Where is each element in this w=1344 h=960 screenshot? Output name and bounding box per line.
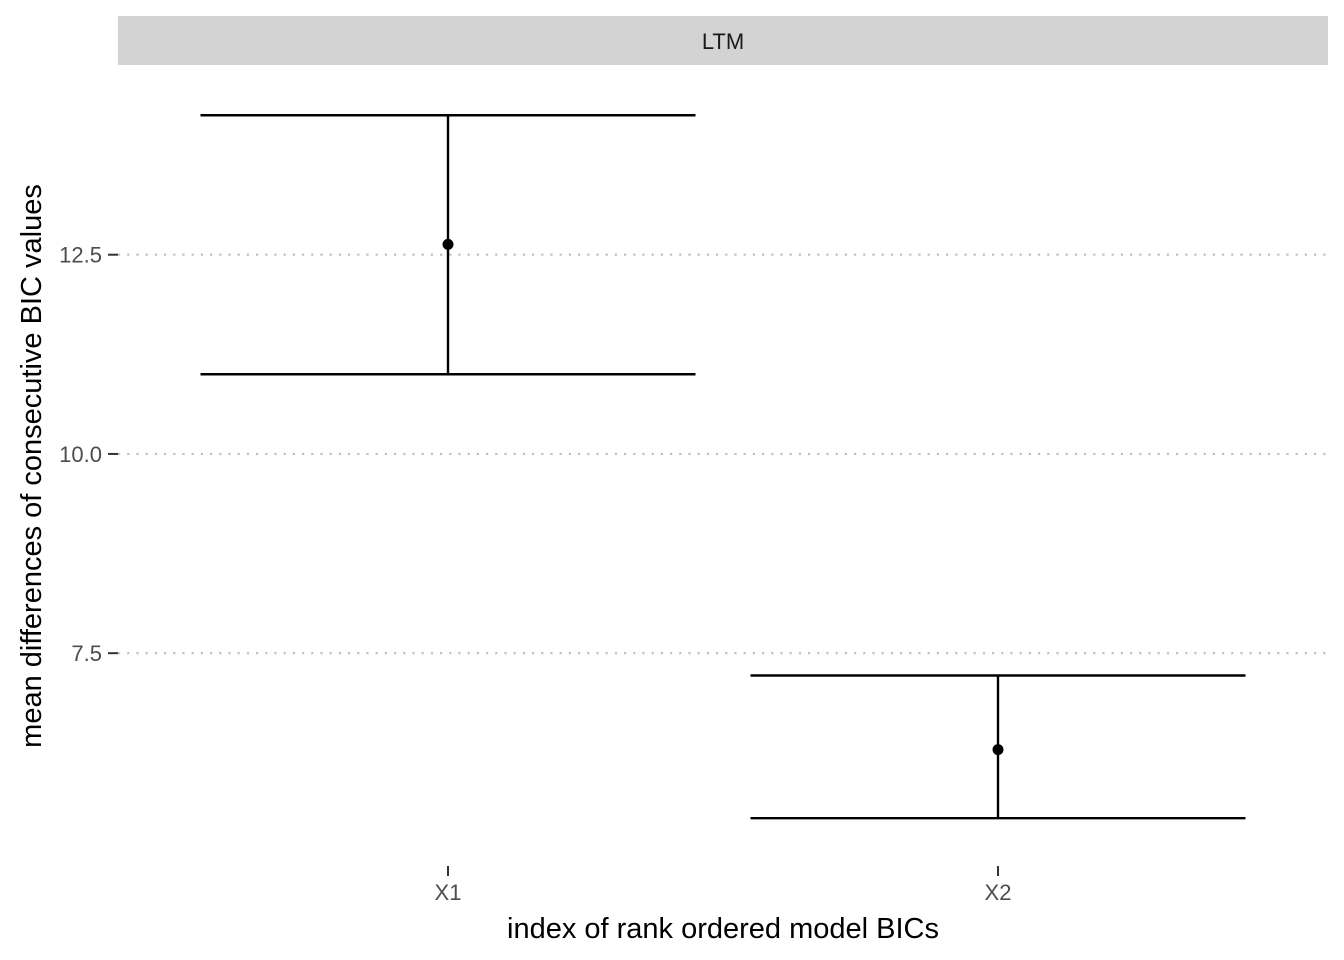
y-axis-title: mean differences of consecutive BIC valu… <box>16 184 48 748</box>
y-tick-label: 12.5 <box>59 243 102 268</box>
gridlines <box>118 253 1328 655</box>
x-tick-label: X1 <box>435 880 462 905</box>
mean-point <box>442 238 454 250</box>
y-tick-label: 7.5 <box>71 641 102 666</box>
x-tick-label: X2 <box>985 880 1012 905</box>
x-axis: X1 X2 <box>435 866 1012 905</box>
facet-label: LTM <box>702 29 744 54</box>
y-axis: 7.5 10.0 12.5 <box>59 243 118 666</box>
mean-point <box>992 744 1004 756</box>
facet-strip <box>118 16 1328 65</box>
error-bars <box>200 114 1246 820</box>
x-axis-title: index of rank ordered model BICs <box>507 913 939 945</box>
y-tick-label: 10.0 <box>59 442 102 467</box>
